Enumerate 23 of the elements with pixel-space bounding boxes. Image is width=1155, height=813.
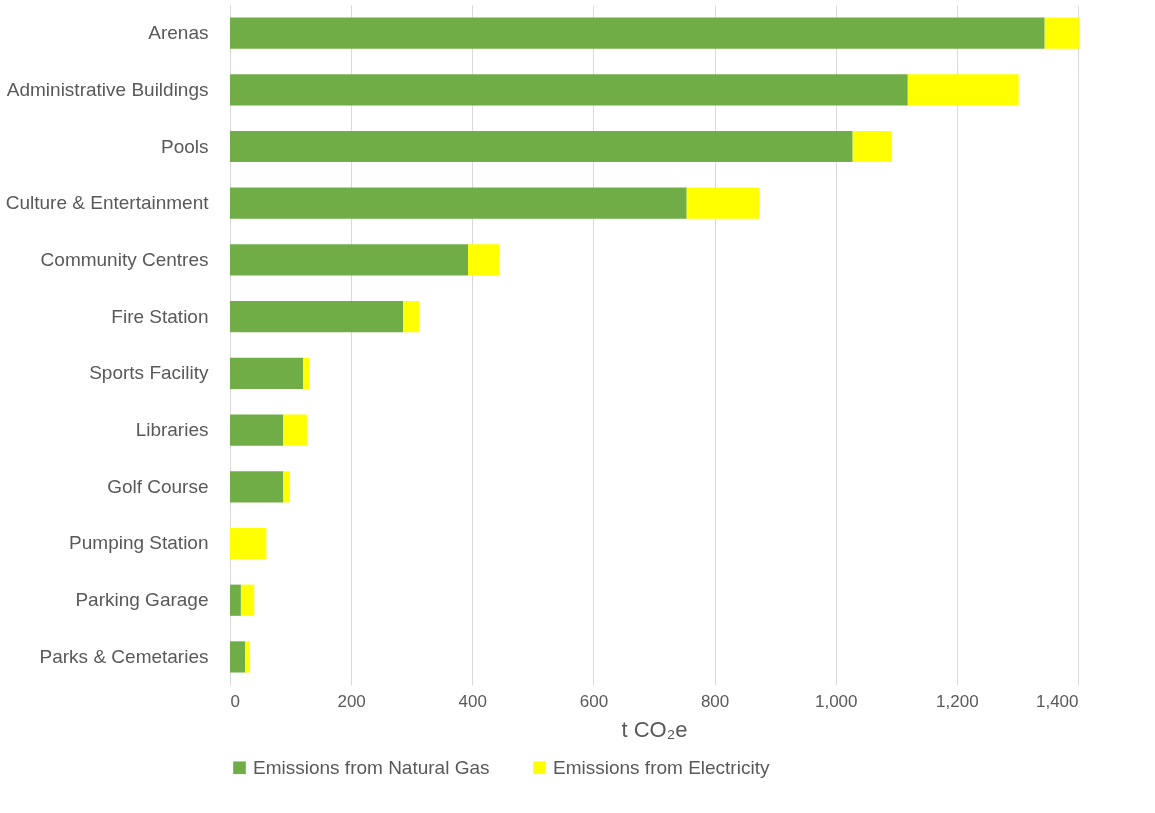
x-tick-label: 1,200 [936, 691, 979, 711]
y-tick-label: Fire Station [111, 305, 209, 327]
y-tick-label: Parks & Cemetaries [39, 645, 209, 667]
legend-label: Emissions from Natural Gas [253, 756, 490, 778]
x-tick-label: 800 [700, 691, 730, 711]
y-tick-label: Parking Garage [75, 589, 209, 611]
x-tick-label: 400 [458, 691, 487, 711]
y-tick-label: Pools [160, 135, 209, 157]
y-tick-label: Culture & Entertainment [5, 192, 210, 214]
x-axis-title: t CO₂e [621, 716, 688, 742]
y-tick-label: Pumping Station [69, 532, 209, 554]
x-tick-label: 0 [230, 691, 240, 711]
x-tick-label: 200 [337, 691, 366, 711]
x-tick-label: 600 [579, 691, 609, 711]
x-tick-label: 1,000 [814, 691, 858, 711]
y-tick-label: Golf Course [107, 475, 209, 497]
y-tick-label: Arenas [148, 22, 209, 44]
y-tick-label: Libraries [135, 419, 209, 441]
y-tick-label: Sports Facility [89, 362, 209, 384]
y-tick-label: Community Centres [40, 248, 209, 270]
legend-label: Emissions from Electricity [553, 756, 770, 778]
y-tick-label: Administrative Buildings [6, 78, 209, 100]
x-tick-label: 1,400 [1035, 691, 1079, 711]
